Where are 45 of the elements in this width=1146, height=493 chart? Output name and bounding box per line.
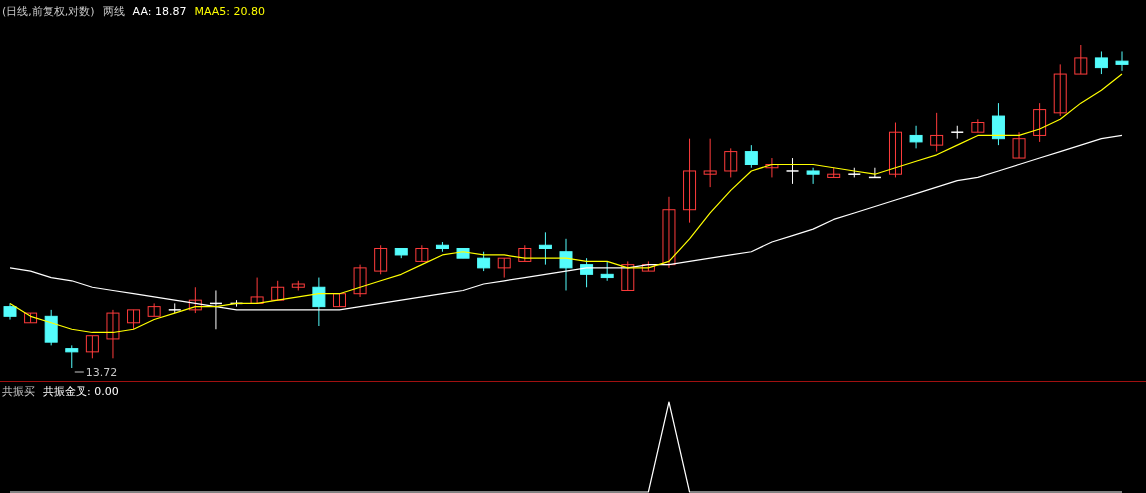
annotation: 13.72 [85,366,118,379]
candlestick [724,147,738,178]
candlestick [991,102,1005,146]
candlestick [353,264,367,298]
candlestick [683,138,697,224]
candlestick [538,231,552,266]
candlestick [1074,44,1088,75]
candlestick [188,286,202,314]
text: 共振金叉: 0.00 [43,385,119,398]
candlestick [85,335,99,359]
candlestick [744,144,758,169]
candlestick [703,138,717,188]
candlestick [1053,63,1067,117]
candlestick [1012,131,1026,159]
candlestick [374,244,388,275]
chart-subtitle: 两线 [102,5,125,18]
candlestick [312,277,326,327]
candlestick [497,257,511,279]
candlestick [930,112,944,153]
candlestick [559,238,573,291]
candlestick [250,277,264,304]
candlestick [909,125,923,149]
text: AA: 18.87 [132,5,187,18]
candlestick [1094,50,1108,75]
candlestick [785,157,800,185]
candlestick [332,293,346,308]
candlestick [1033,102,1047,143]
candlestick [1115,50,1129,72]
candlestick [127,309,141,330]
candlestick [971,118,985,133]
candlestick [765,157,779,178]
candlestick [621,260,635,291]
chart-title: 共振买 [2,385,35,398]
candlestick [415,244,429,262]
candlestick [888,122,902,178]
candlestick [271,280,285,301]
candlestick [477,251,491,272]
candlestick [662,196,676,269]
candlestick [600,260,614,282]
chart-title: (日线,前复权,对数) [2,5,95,18]
candlestick [106,309,120,359]
candlestick [147,302,161,317]
candlestick [65,344,79,369]
text: MAA5: 20.80 [194,5,265,18]
candlestick [806,167,820,185]
